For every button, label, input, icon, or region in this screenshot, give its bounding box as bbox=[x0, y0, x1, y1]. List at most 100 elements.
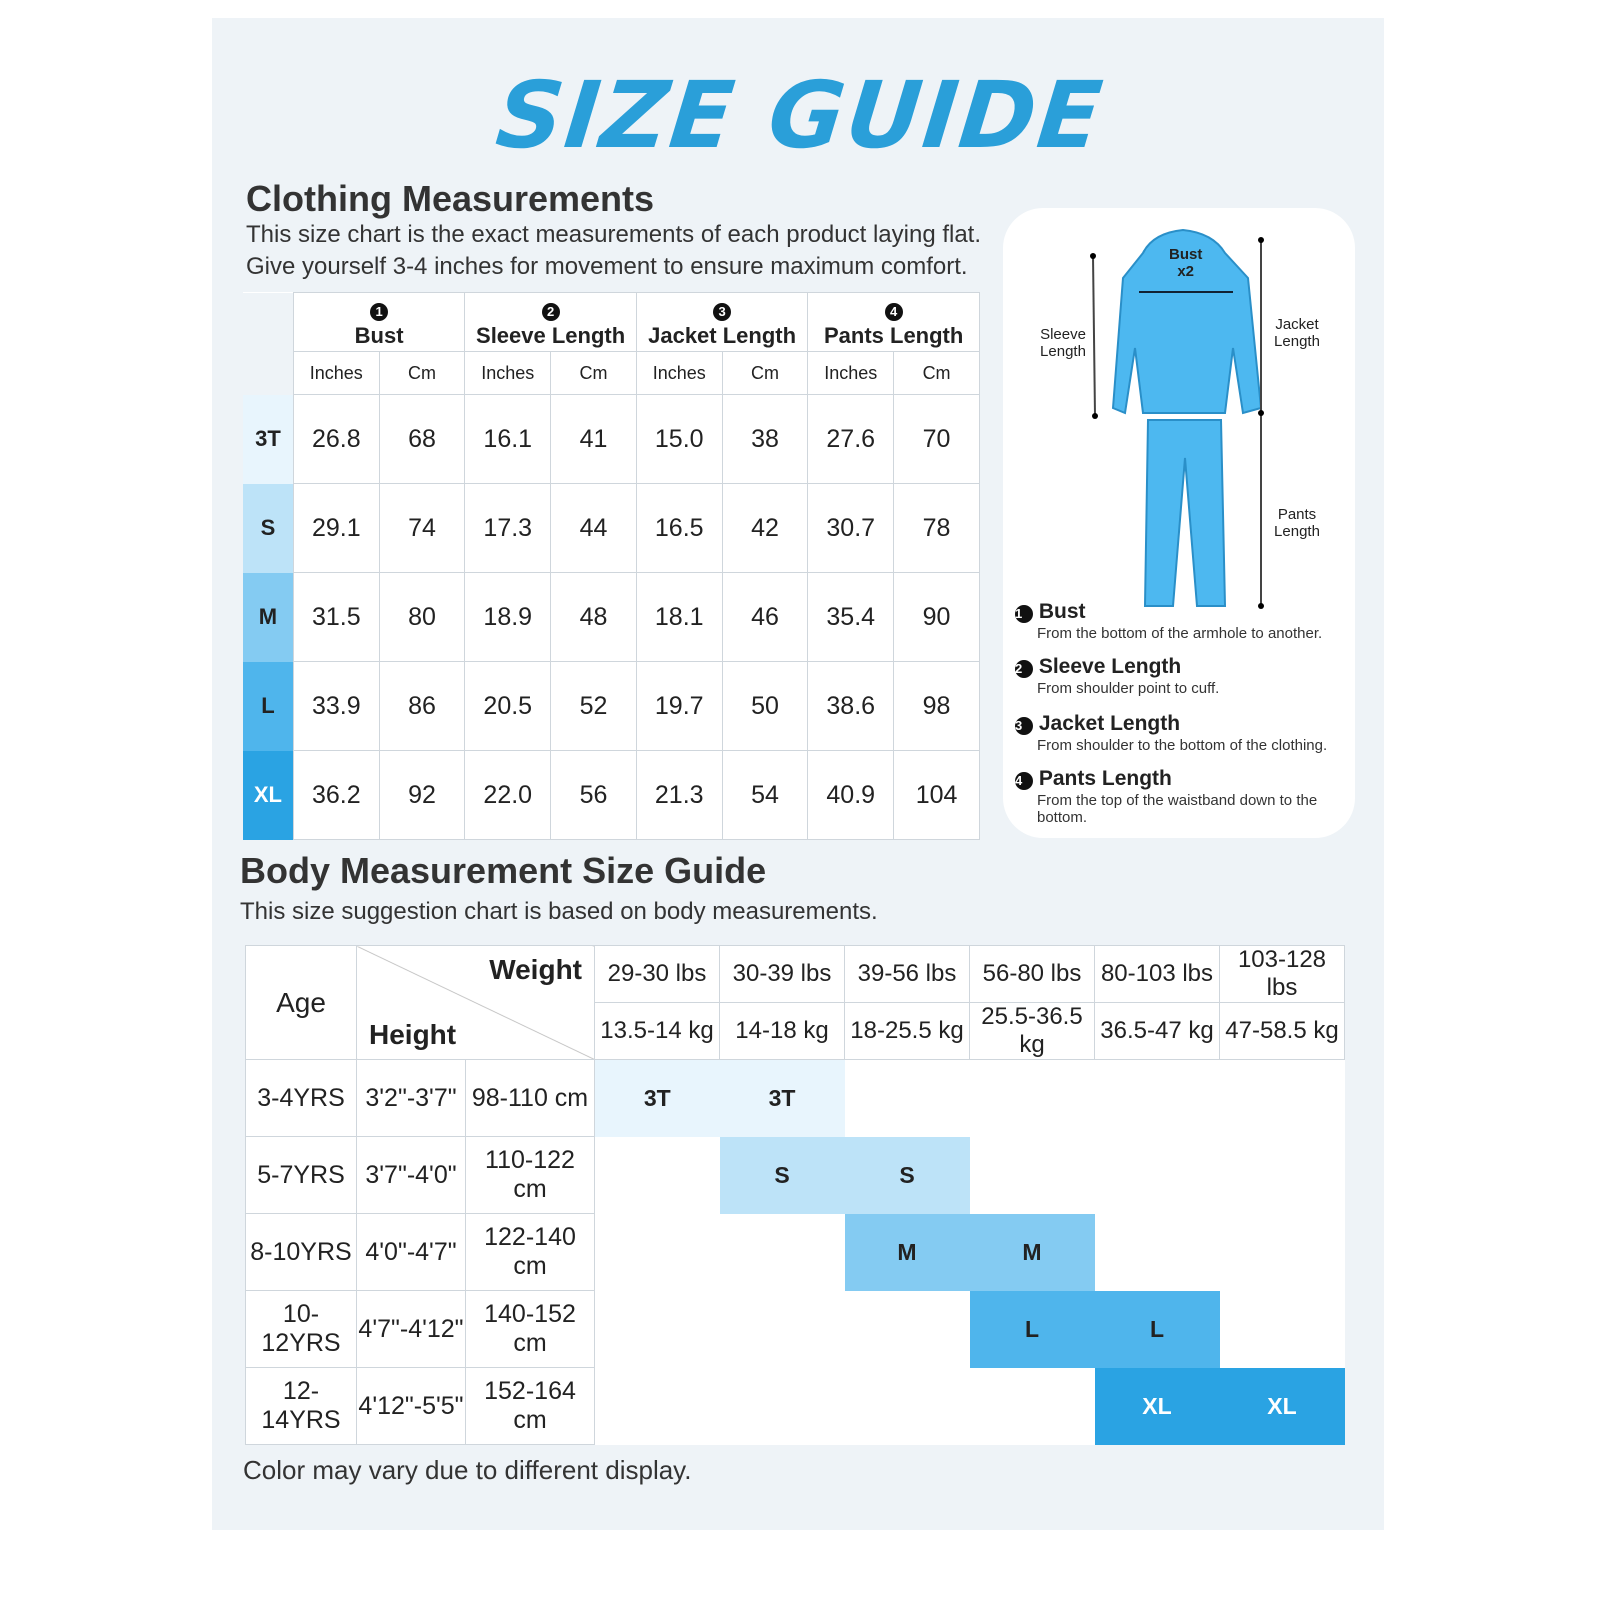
measurement-cell: 17.3 bbox=[464, 483, 552, 573]
measurement-cell: 29.1 bbox=[292, 483, 380, 573]
empty-cell bbox=[1220, 1060, 1345, 1137]
legend-title: Jacket Length bbox=[1038, 712, 1181, 735]
measurement-cell: 80 bbox=[378, 572, 466, 662]
measurement-cell: 19.7 bbox=[635, 661, 723, 751]
measurement-cell: 52 bbox=[550, 661, 637, 751]
weight-kg-header: 36.5-47 kg bbox=[1094, 1002, 1220, 1060]
measurement-cell: 98 bbox=[893, 661, 980, 751]
measurement-cell: 30.7 bbox=[807, 483, 895, 573]
weight-kg-header: 13.5-14 kg bbox=[594, 1002, 720, 1060]
bust-label: Bust bbox=[1169, 246, 1203, 263]
age-cell: 12-14YRS bbox=[245, 1367, 357, 1445]
size-recommendation: XL bbox=[1094, 1367, 1220, 1445]
legend-item: 3 Jacket Length From shoulder to the bott… bbox=[1015, 712, 1345, 754]
body-size-table: Age Weight Height 29-30 lbs 30-39 lbs 39-56 … bbox=[245, 945, 1345, 1445]
weight-lbs-header: 103-128 lbs bbox=[1219, 945, 1345, 1003]
empty-cell bbox=[720, 1368, 845, 1445]
empty-cell bbox=[595, 1214, 720, 1291]
table-row: M 31.5 80 18.9 48 18.1 46 35.4 90 bbox=[243, 572, 980, 662]
empty-cell bbox=[1220, 1214, 1345, 1291]
unit-header: Inches bbox=[635, 351, 723, 395]
empty-cell bbox=[1095, 1137, 1220, 1214]
number-badge-icon: 4 bbox=[1015, 772, 1033, 790]
unit-header: Cm bbox=[550, 351, 637, 395]
measurement-cell: 38.6 bbox=[807, 661, 895, 751]
measurement-cell: 22.0 bbox=[464, 750, 552, 840]
legend-desc: From the bottom of the armhole to anothe… bbox=[1037, 625, 1323, 642]
table-row: 8-10YRS 4'0"-4'7" 122-140 cm M M bbox=[245, 1213, 1345, 1291]
height-ft-cell: 4'7"-4'12" bbox=[356, 1290, 466, 1368]
legend-title: Bust bbox=[1038, 600, 1086, 623]
measurement-cell: 16.5 bbox=[635, 483, 723, 573]
empty-cell bbox=[970, 1137, 1095, 1214]
size-label: XL bbox=[243, 750, 294, 840]
table-row: XL 36.2 92 22.0 56 21.3 54 40.9 104 bbox=[243, 750, 980, 840]
size-label: M bbox=[243, 572, 294, 662]
height-cm-cell: 152-164 cm bbox=[465, 1367, 595, 1445]
size-label: L bbox=[243, 661, 294, 751]
measurement-cell: 46 bbox=[721, 572, 809, 662]
size-recommendation: S bbox=[719, 1136, 845, 1214]
empty-cell bbox=[595, 1368, 720, 1445]
age-cell: 8-10YRS bbox=[245, 1213, 357, 1291]
table-row: S 29.1 74 17.3 44 16.5 42 30.7 78 bbox=[243, 483, 980, 573]
measurement-cell: 86 bbox=[378, 661, 466, 751]
age-cell: 3-4YRS bbox=[245, 1059, 357, 1137]
size-recommendation: M bbox=[969, 1213, 1095, 1291]
measurement-cell: 70 bbox=[893, 394, 980, 484]
measurement-cell: 15.0 bbox=[635, 394, 723, 484]
height-cm-cell: 122-140 cm bbox=[465, 1213, 595, 1291]
measurement-cell: 38 bbox=[721, 394, 809, 484]
measurement-cell: 44 bbox=[550, 483, 637, 573]
col-group-label: Bust bbox=[354, 322, 404, 348]
table-row: 12-14YRS 4'12"-5'5" 152-164 cm XL XL bbox=[245, 1367, 1345, 1445]
age-cell: 10-12YRS bbox=[245, 1290, 357, 1368]
measurement-cell: 21.3 bbox=[635, 750, 723, 840]
height-cm-cell: 140-152 cm bbox=[465, 1290, 595, 1368]
height-ft-cell: 3'7"-4'0" bbox=[356, 1136, 466, 1214]
empty-cell bbox=[1220, 1137, 1345, 1214]
legend-desc: From shoulder to the bottom of the cloth… bbox=[1037, 737, 1328, 754]
size-label: S bbox=[243, 483, 294, 573]
empty-cell bbox=[1220, 1291, 1345, 1368]
measurement-cell: 16.1 bbox=[464, 394, 552, 484]
table-row: 5-7YRS 3'7"-4'0" 110-122 cm S S bbox=[245, 1136, 1345, 1214]
weight-height-header: Weight Height bbox=[356, 945, 595, 1060]
empty-cell bbox=[845, 1368, 970, 1445]
legend-title: Pants Length bbox=[1038, 767, 1172, 790]
size-recommendation: 3T bbox=[594, 1059, 720, 1137]
empty-cell bbox=[970, 1060, 1095, 1137]
number-badge-icon: 3 bbox=[713, 302, 732, 321]
legend-item: 1 Bust From the bottom of the armhole to … bbox=[1015, 600, 1345, 642]
clothing-heading: Clothing Measurements bbox=[246, 178, 655, 219]
table-row: 10-12YRS 4'7"-4'12" 140-152 cm L L bbox=[245, 1290, 1345, 1368]
table-row: L 33.9 86 20.5 52 19.7 50 38.6 98 bbox=[243, 661, 980, 751]
empty-cell bbox=[1095, 1214, 1220, 1291]
col-group-header: 2 Sleeve Length bbox=[464, 292, 637, 352]
weight-kg-header: 18-25.5 kg bbox=[844, 1002, 970, 1060]
height-label: Height bbox=[369, 1019, 457, 1050]
empty-cell bbox=[845, 1060, 970, 1137]
pants-label: Pants Length bbox=[1274, 506, 1320, 540]
measurement-cell: 54 bbox=[721, 750, 809, 840]
measurement-cell: 50 bbox=[721, 661, 809, 751]
height-cm-cell: 110-122 cm bbox=[465, 1136, 595, 1214]
unit-header: Inches bbox=[807, 351, 895, 395]
weight-kg-header: 25.5-36.5 kg bbox=[969, 1002, 1095, 1060]
page-title: SIZE GUIDE bbox=[491, 62, 1109, 169]
sleeve-label: Sleeve Length bbox=[1040, 326, 1086, 360]
table-row: 3-4YRS 3'2"-3'7" 98-110 cm 3T 3T bbox=[245, 1059, 1345, 1137]
suit-illustration bbox=[1090, 228, 1264, 609]
weight-kg-header: 14-18 kg bbox=[719, 1002, 845, 1060]
empty-cell bbox=[720, 1291, 845, 1368]
unit-header: Cm bbox=[893, 351, 980, 395]
body-desc: This size suggestion chart is based on b… bbox=[240, 898, 878, 925]
measurement-cell: 68 bbox=[378, 394, 466, 484]
measurement-cell: 56 bbox=[550, 750, 637, 840]
size-recommendation: XL bbox=[1219, 1367, 1345, 1445]
age-header: Age bbox=[245, 945, 357, 1060]
measurement-cell: 78 bbox=[893, 483, 980, 573]
empty-cell bbox=[595, 1291, 720, 1368]
empty-cell bbox=[595, 1137, 720, 1214]
measurement-cell: 74 bbox=[378, 483, 466, 573]
